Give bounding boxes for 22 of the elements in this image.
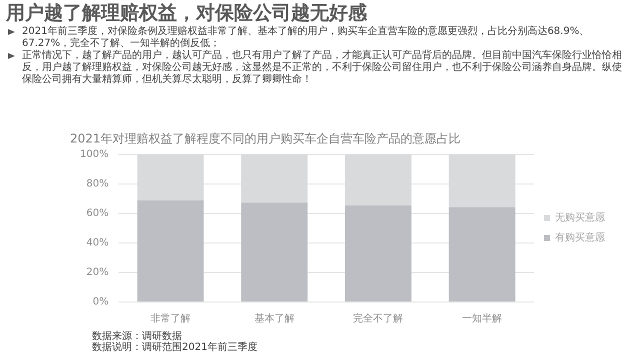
y-tick-label: 40% — [86, 238, 109, 249]
chart-title: 用户越了解理赔权益，对保险公司越无好感 — [6, 1, 367, 26]
chart-subtitle: 2021年对理赔权益了解程度不同的用户购买车企自营车险产品的意愿占比 — [70, 131, 461, 146]
bar — [137, 200, 204, 302]
x-tick-label: 完全不了解 — [353, 312, 404, 325]
legend-label: 无购买意愿 — [555, 212, 605, 224]
x-tick-label: 基本了解 — [254, 312, 294, 325]
text: 2021年前三季度，对保险条例及理赔权益非常了解、基本了解的用户，购买车企直营车险的意愿更强烈，占比分别高达68.9%、67.27%，完全不了解、一知半解的倒反低； — [22, 26, 590, 49]
bar — [344, 205, 412, 302]
text: 数据说明：调研范围2021年前三季度 — [92, 342, 258, 353]
y-tick-label: 60% — [86, 208, 109, 220]
y-tick-label: 100% — [80, 148, 109, 160]
bar — [448, 207, 516, 302]
legend-label: 有购买意愿 — [555, 232, 605, 244]
x-tick-label: 一知半解 — [462, 312, 502, 325]
text: 正常情况下，越了解产品的用户，越认可产品，也只有用户了解了产品，才能真正认可产品背后的品牌。但目前中国汽车保险行业恰恰相反，用户越了解理赔权益，对保险公司越无好感，这显然是不正常的，不利于保险公司留住用户，也不利于保险公司涵养自身品牌。纵使保险公司拥有大量精算师，但机关算尽太聪明，反算了卿卿性命！ — [22, 50, 622, 85]
y-tick-label: 0% — [92, 296, 109, 308]
bar — [241, 202, 308, 302]
x-tick-label: 非常了解 — [150, 312, 191, 325]
source-note: 数据来源：调研数据 — [92, 331, 183, 342]
y-tick-label: 80% — [86, 178, 109, 190]
y-tick-label: 20% — [86, 267, 109, 278]
